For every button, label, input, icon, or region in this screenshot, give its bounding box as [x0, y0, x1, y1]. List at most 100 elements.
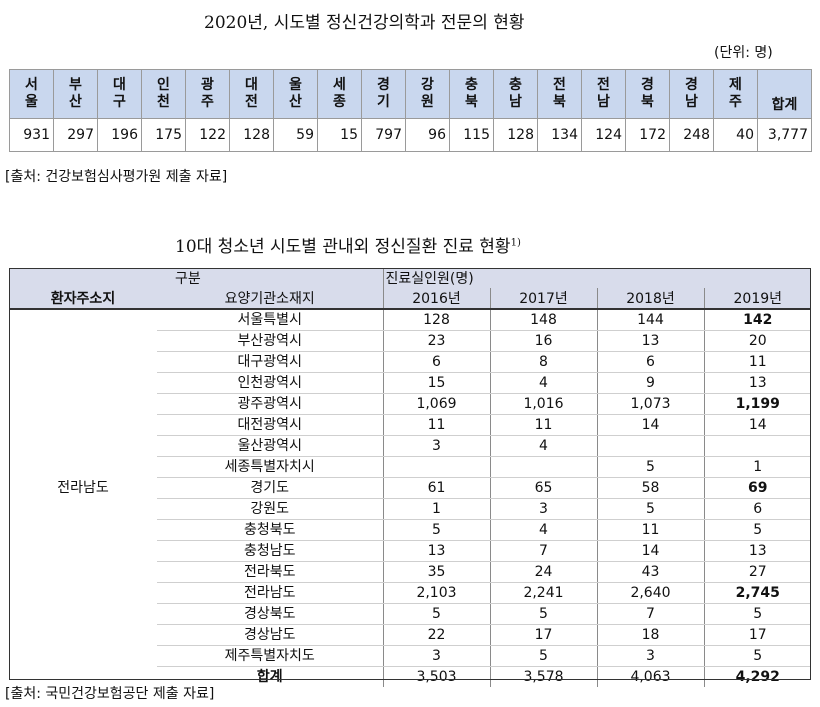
count-cell: 1 — [382, 498, 490, 520]
count-cell: 11 — [703, 351, 812, 373]
count-cell: 17 — [489, 624, 597, 646]
total-cell: 4,292 — [703, 666, 812, 687]
count-cell: 5 — [596, 456, 704, 478]
region-header: 세종 — [317, 69, 362, 119]
facility-region: 광주광역시 — [157, 393, 383, 415]
region-value: 931 — [9, 118, 54, 152]
region-header-label: 경기 — [377, 77, 390, 110]
source-1: [출처: 건강보험심사평가원 제출 자료] — [5, 169, 228, 185]
region-value: 40 — [713, 118, 758, 152]
count-cell: 14 — [703, 414, 812, 436]
header-year: 2017년 — [489, 288, 597, 310]
region-value: 797 — [361, 118, 406, 152]
region-header-label: 전북 — [553, 77, 566, 110]
region-value: 59 — [273, 118, 318, 152]
count-cell: 22 — [382, 624, 490, 646]
region-header-label: 인천 — [157, 77, 170, 110]
title-2-footnote: 1) — [510, 237, 521, 249]
table-row: 세종특별자치시 5 1 — [9, 456, 812, 478]
count-cell: 14 — [596, 414, 704, 436]
patient-region-cell — [9, 583, 157, 604]
region-header: 서울 — [9, 69, 54, 119]
region-header-label: 울산 — [289, 77, 302, 110]
region-value: 115 — [449, 118, 494, 152]
facility-region: 전라남도 — [157, 582, 383, 604]
patient-region-cell — [9, 541, 157, 562]
count-cell: 2,241 — [489, 582, 597, 604]
patient-region-cell — [9, 625, 157, 646]
count-cell — [489, 456, 597, 478]
region-value: 172 — [625, 118, 670, 152]
region-header: 충남 — [493, 69, 538, 119]
patient-region-cell — [9, 352, 157, 373]
region-value: 134 — [537, 118, 582, 152]
region-header-label: 경남 — [685, 77, 698, 110]
region-header-label: 전남 — [597, 77, 610, 110]
patient-region-cell — [9, 394, 157, 415]
region-value: 128 — [493, 118, 538, 152]
count-cell: 6 — [596, 351, 704, 373]
patient-region-cell — [9, 457, 157, 478]
region-header: 경북 — [625, 69, 670, 119]
header-gubun: 구분 — [157, 268, 383, 288]
table-row: 경상남도 22 17 18 17 — [9, 624, 812, 646]
region-header: 부산 — [53, 69, 98, 119]
region-header: 합계 — [757, 69, 812, 119]
count-cell: 4 — [489, 435, 597, 457]
count-cell: 35 — [382, 561, 490, 583]
region-header-label: 대전 — [245, 77, 258, 110]
count-cell: 7 — [596, 603, 704, 625]
facility-region: 경기도 — [157, 477, 383, 499]
facility-region: 인천광역시 — [157, 372, 383, 394]
region-header: 전남 — [581, 69, 626, 119]
count-cell: 18 — [596, 624, 704, 646]
region-header: 경남 — [669, 69, 714, 119]
table-row: 부산광역시 23 16 13 20 — [9, 330, 812, 352]
header-count: 진료실인원(명) — [382, 268, 812, 288]
treatment-header-row-2: 환자주소지 요양기관소재지 2016년 2017년 2018년 2019년 — [9, 288, 812, 310]
count-cell: 7 — [489, 540, 597, 562]
table-row: 울산광역시 3 4 — [9, 435, 812, 457]
count-cell: 5 — [489, 645, 597, 667]
count-cell: 2,103 — [382, 582, 490, 604]
header-year: 2018년 — [596, 288, 704, 310]
count-cell — [596, 435, 704, 457]
table-row: 충청북도 5 4 11 5 — [9, 519, 812, 541]
count-cell: 58 — [596, 477, 704, 499]
count-cell: 5 — [382, 519, 490, 541]
count-cell: 2,745 — [703, 582, 812, 604]
table-row: 경상북도 5 5 7 5 — [9, 603, 812, 625]
count-cell: 20 — [703, 330, 812, 352]
region-header: 광주 — [185, 69, 230, 119]
count-cell: 148 — [489, 309, 597, 331]
count-cell — [382, 456, 490, 478]
count-cell: 1,069 — [382, 393, 490, 415]
facility-region: 대구광역시 — [157, 351, 383, 373]
unit-label: (단위: 명) — [714, 45, 773, 61]
title-2-text: 10대 청소년 시도별 관내외 정신질환 진료 현황 — [175, 237, 511, 257]
count-cell: 144 — [596, 309, 704, 331]
treatment-header-row-1: 구분 진료실인원(명) — [9, 268, 812, 288]
region-header-label: 경북 — [641, 77, 654, 110]
patient-region-cell — [9, 604, 157, 625]
patient-region: 전라남도 — [57, 479, 109, 496]
count-cell: 13 — [382, 540, 490, 562]
count-cell: 2,640 — [596, 582, 704, 604]
table-row: 대전광역시 11 11 14 14 — [9, 414, 812, 436]
count-cell: 6 — [703, 498, 812, 520]
region-header-label: 세종 — [333, 77, 346, 110]
total-label: 합계 — [256, 668, 283, 685]
patient-region-cell — [9, 436, 157, 457]
region-header: 경기 — [361, 69, 406, 119]
count-cell: 5 — [703, 603, 812, 625]
region-header: 충북 — [449, 69, 494, 119]
title-1: 2020년, 시도별 정신건강의학과 전문의 현황 — [204, 13, 525, 33]
table-row: 강원도 1 3 5 6 — [9, 498, 812, 520]
count-cell: 6 — [382, 351, 490, 373]
region-value: 248 — [669, 118, 714, 152]
region-value: 128 — [229, 118, 274, 152]
patient-region-cell — [9, 331, 157, 352]
region-header: 울산 — [273, 69, 318, 119]
count-cell: 13 — [703, 540, 812, 562]
facility-region: 울산광역시 — [157, 435, 383, 457]
